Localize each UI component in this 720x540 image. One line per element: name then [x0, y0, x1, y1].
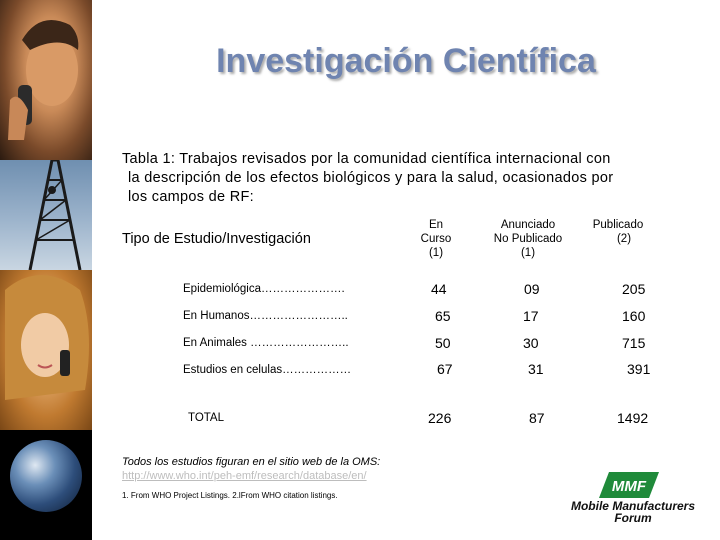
row-label-epidemiologica: Epidemiológica…………………. [183, 283, 345, 295]
sidebar-photo-strip [0, 0, 92, 540]
who-database-link[interactable]: http://www.who.int/peh-emf/research/data… [122, 470, 367, 482]
total-anunciado: 87 [529, 410, 545, 426]
caption-line-3: los campos de RF: [128, 189, 254, 205]
mmf-logo: MMF Mobile Manufacturers Forum [553, 470, 713, 530]
mmf-logo-mark: MMF [595, 470, 661, 500]
cell-anunciado: 31 [528, 361, 544, 377]
cell-tower-photo [0, 158, 92, 271]
cell-anunciado: 09 [524, 281, 540, 297]
column-header-line: (1) [520, 247, 536, 259]
cell-en-curso: 44 [431, 281, 447, 297]
column-header-line: Anunciado [500, 219, 556, 231]
cell-en-curso: 50 [435, 335, 451, 351]
row-label-estudios-celulas: Estudios en celulas……………… [183, 364, 352, 376]
mmf-logo-text: Mobile Manufacturers Forum [553, 500, 713, 524]
row-label-en-animales: En Animales …………………….. [183, 337, 349, 349]
woman-on-phone-photo [0, 270, 92, 430]
cell-publicado: 391 [627, 361, 651, 377]
total-publicado: 1492 [617, 410, 649, 426]
cell-en-curso: 65 [435, 308, 451, 324]
page-title: Investigación Científica [216, 42, 596, 80]
source-note: Todos los estudios figuran en el sitio w… [122, 456, 381, 468]
column-header-line: Curso [420, 233, 452, 245]
caption-line-1: Tabla 1: Trabajos revisados por la comun… [122, 151, 611, 167]
column-header-anunciado: Anunciado No Publicado (1) [484, 218, 572, 260]
column-header-line: Publicado [592, 219, 644, 231]
row-label-en-humanos: En Humanos…………………….. [183, 310, 348, 322]
earth-globe [10, 440, 82, 512]
footnote: 1. From WHO Project Listings. 2.lFrom WH… [122, 491, 338, 500]
column-header-line: (2) [616, 233, 632, 245]
row-label-total: TOTAL [188, 412, 224, 424]
mmf-logo-mark-text: MMF [612, 478, 647, 495]
cell-publicado: 715 [622, 335, 646, 351]
caption-line-2: la descripción de los efectos biológicos… [128, 170, 614, 186]
total-en-curso: 226 [428, 410, 452, 426]
man-on-phone-photo [0, 0, 92, 160]
column-header-publicado: Publicado (2) [586, 218, 650, 246]
column-header-en-curso: En Curso (1) [414, 218, 458, 260]
column-header-line: (1) [428, 247, 444, 259]
table-caption: Tabla 1: Trabajos revisados por la comun… [122, 150, 702, 207]
mmf-logo-line-2: Forum [614, 511, 652, 525]
cell-publicado: 205 [622, 281, 646, 297]
cell-publicado: 160 [622, 308, 646, 324]
column-header-line: No Publicado [493, 233, 563, 245]
mmf-logo-line-1: Mobile Manufacturers [570, 499, 696, 513]
study-type-header: Tipo de Estudio/Investigación [122, 231, 311, 247]
earth-photo [0, 430, 92, 540]
column-header-line: En [428, 219, 444, 231]
cell-en-curso: 67 [437, 361, 453, 377]
cell-anunciado: 17 [523, 308, 539, 324]
cell-anunciado: 30 [523, 335, 539, 351]
